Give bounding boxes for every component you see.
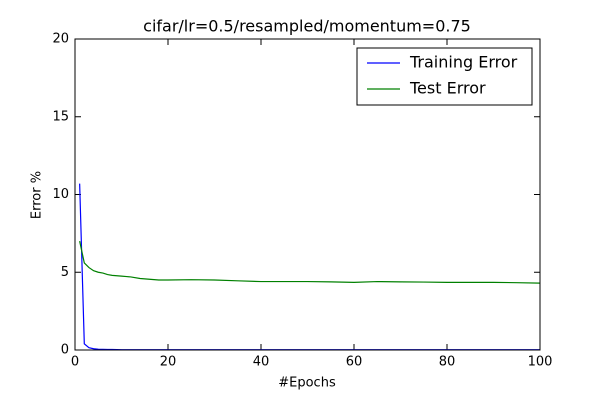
y-tick-label: 5 (61, 265, 69, 280)
legend-label: Test Error (409, 79, 486, 98)
x-tick-label: 40 (253, 355, 270, 370)
y-tick-label: 20 (52, 32, 69, 47)
chart-title: cifar/lr=0.5/resampled/momentum=0.75 (143, 17, 471, 36)
y-tick-label: 0 (61, 343, 69, 358)
x-axis-label: #Epochs (278, 376, 336, 391)
x-tick-label: 80 (439, 355, 456, 370)
y-axis-label: Error % (30, 171, 45, 219)
data-line (79, 241, 541, 284)
x-tick-label: 60 (346, 355, 363, 370)
x-tick-label: 0 (71, 355, 79, 370)
y-tick-label: 10 (52, 187, 69, 202)
y-tick-label: 15 (52, 109, 69, 124)
legend-box (356, 47, 533, 106)
legend-label: Training Error (409, 53, 518, 72)
x-tick-label: 100 (528, 355, 553, 370)
plot-frame (74, 38, 541, 351)
x-tick-label: 20 (160, 355, 177, 370)
